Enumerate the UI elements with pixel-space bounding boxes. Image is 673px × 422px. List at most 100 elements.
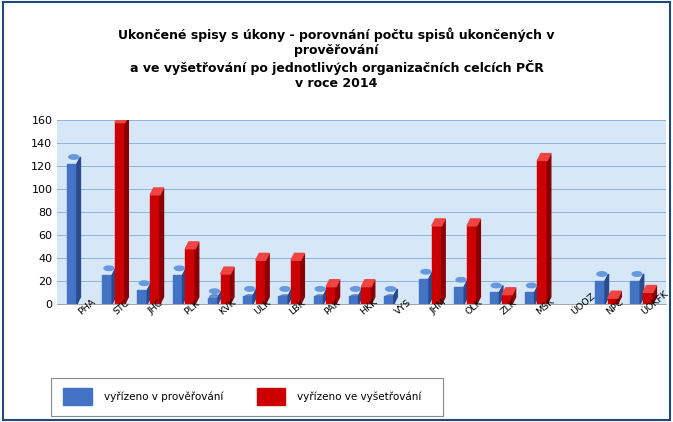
Bar [102,275,112,304]
Polygon shape [323,289,327,304]
Text: KVK: KVK [217,297,238,316]
Bar [243,296,253,304]
Polygon shape [195,242,199,304]
Bar [150,195,160,304]
Text: Ukončené spisy s úkony - porovnání počtu spisů ukončených v
prověřování
a ve vyš: Ukončené spisy s úkony - porovnání počtu… [118,28,555,90]
Polygon shape [653,285,656,304]
Ellipse shape [632,295,642,299]
Polygon shape [512,288,516,304]
Bar [525,292,534,304]
Text: vyřízeno ve vyšetřování: vyřízeno ve vyšetřování [297,392,422,402]
Text: NPC: NPC [604,297,625,316]
Bar [467,226,477,304]
Ellipse shape [245,287,254,291]
Bar [115,122,125,304]
Text: PHA: PHA [77,297,97,316]
Bar [419,279,429,304]
Ellipse shape [386,287,396,291]
Bar [326,287,336,304]
Ellipse shape [315,295,325,299]
Text: ÚOKFK: ÚOKFK [640,289,670,316]
Text: ULK: ULK [252,298,273,316]
Text: ÚOOZ: ÚOOZ [569,291,597,316]
Bar [257,388,285,405]
Bar [538,160,547,304]
Polygon shape [218,291,221,304]
Bar [384,296,394,304]
Ellipse shape [174,266,184,271]
Bar [221,274,230,304]
Ellipse shape [491,295,501,299]
Text: PAK: PAK [323,298,343,316]
Bar [208,298,218,304]
Bar [502,295,512,304]
Polygon shape [464,280,468,304]
Ellipse shape [69,155,79,159]
Polygon shape [467,219,481,226]
Bar [432,226,441,304]
Ellipse shape [526,283,536,288]
Ellipse shape [421,295,431,299]
Ellipse shape [386,295,396,299]
Ellipse shape [351,287,360,291]
Polygon shape [477,219,481,304]
Text: JHM: JHM [429,298,448,316]
Text: PLK: PLK [182,298,201,316]
Polygon shape [112,268,116,304]
Ellipse shape [210,295,219,299]
Text: JHC: JHC [147,299,166,316]
Polygon shape [256,253,269,260]
Polygon shape [115,116,129,122]
Ellipse shape [104,295,114,299]
Ellipse shape [139,295,149,299]
Bar [489,292,499,304]
Polygon shape [608,291,621,298]
Polygon shape [326,280,340,287]
Bar [314,296,323,304]
Polygon shape [291,253,304,260]
Polygon shape [502,288,516,295]
Bar [608,298,618,304]
Bar [361,287,371,304]
Polygon shape [77,157,81,304]
Ellipse shape [315,287,325,291]
Polygon shape [394,289,397,304]
Ellipse shape [139,281,149,285]
Bar [595,281,605,304]
Polygon shape [150,188,164,195]
Polygon shape [371,280,375,304]
Ellipse shape [632,272,642,276]
Polygon shape [221,267,234,274]
Ellipse shape [280,287,290,291]
Polygon shape [429,272,433,304]
Ellipse shape [245,295,254,299]
Ellipse shape [421,270,431,274]
Bar [137,290,147,304]
Polygon shape [182,268,186,304]
Text: OLK: OLK [464,297,484,316]
Ellipse shape [597,272,607,276]
Text: LBK: LBK [288,298,307,316]
Polygon shape [534,285,538,304]
Polygon shape [266,253,269,304]
Text: ZLK: ZLK [499,298,518,316]
Polygon shape [640,274,644,304]
Bar [291,260,301,304]
FancyBboxPatch shape [51,378,443,416]
Ellipse shape [69,295,79,299]
Ellipse shape [174,295,184,299]
Polygon shape [359,289,362,304]
Polygon shape [160,188,164,304]
Bar [256,260,266,304]
Polygon shape [288,289,291,304]
Polygon shape [432,219,445,226]
Polygon shape [499,285,503,304]
Ellipse shape [351,295,360,299]
Ellipse shape [597,295,607,299]
Polygon shape [301,253,304,304]
Bar [643,292,653,304]
Bar [63,388,92,405]
Bar [349,296,359,304]
Ellipse shape [280,295,290,299]
Polygon shape [643,285,656,292]
